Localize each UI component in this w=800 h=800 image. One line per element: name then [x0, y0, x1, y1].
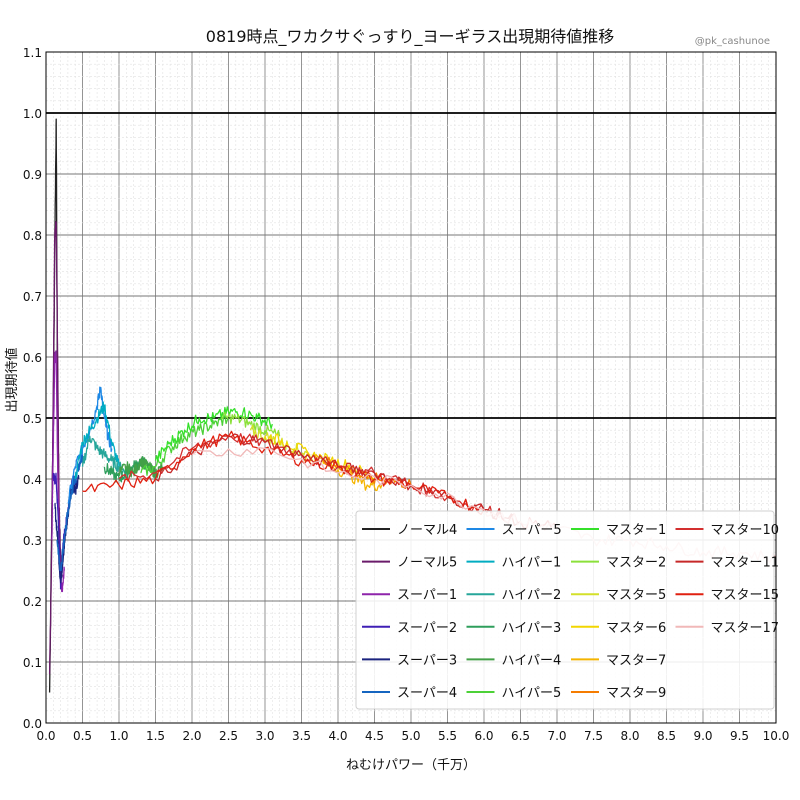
y-tick-label: 0.8: [23, 229, 42, 243]
y-tick-label: 0.9: [23, 168, 42, 182]
legend: ノーマル4 ノーマル5 スーパー1 スーパー2 スーパー3 スーパー4 スーパー5 ハイパー1…: [355, 510, 780, 710]
legend-label: マスター9: [606, 686, 666, 701]
legend-label: マスター15: [711, 588, 780, 603]
legend-label: ノーマル5: [397, 556, 457, 571]
legend-label: スーパー5: [502, 523, 562, 538]
legend-label: ハイパー2: [502, 588, 562, 603]
legend-label: スーパー2: [397, 621, 457, 636]
x-tick-label: 7.5: [584, 729, 603, 743]
y-tick-label: 1.0: [23, 107, 42, 121]
legend-label: スーパー1: [397, 588, 457, 603]
series-line: [56, 450, 84, 572]
legend-label: マスター5: [606, 588, 666, 603]
tick-labels: 0.0 0.5 1.0 1.5 2.0 2.5 3.0 3.5 4.0 4.5 5.0 5.5 6.0 6…: [23, 46, 789, 743]
y-tick-label: 0.3: [23, 534, 42, 548]
x-tick-label: 0.0: [36, 729, 55, 743]
series-line: [220, 411, 281, 437]
x-tick-label: 6.5: [511, 729, 530, 743]
plot-lines: [48, 118, 777, 693]
plot-frame: [45, 51, 777, 724]
x-tick-label: 4.0: [328, 729, 347, 743]
legend-box: [355, 510, 775, 710]
x-tick-label: 7.0: [547, 729, 566, 743]
legend-label: スーパー4: [397, 686, 457, 701]
x-tick-label: 6.0: [474, 729, 493, 743]
legend-label: マスター10: [711, 523, 780, 538]
legend-label: ノーマル4: [397, 523, 457, 538]
legend-label: ハイパー1: [502, 556, 562, 571]
x-tick-label: 3.0: [255, 729, 274, 743]
x-tick-label: 8.0: [620, 729, 639, 743]
legend-label: マスター11: [711, 556, 780, 571]
series-line: [264, 433, 375, 481]
legend-label: マスター6: [606, 621, 666, 636]
legend-label: スーパー3: [397, 653, 457, 668]
x-tick-label: 5.5: [438, 729, 457, 743]
series-line: [74, 401, 120, 480]
y-tick-label: 0.7: [23, 290, 42, 304]
legend-label: マスター1: [606, 523, 666, 538]
x-tick-label: 2.5: [219, 729, 238, 743]
legend-label: ハイパー5: [502, 686, 562, 701]
x-tick-label: 5.0: [401, 729, 420, 743]
x-tick-label: 2.0: [182, 729, 201, 743]
y-tick-label: 0.6: [23, 351, 42, 365]
series-line: [51, 350, 65, 593]
chart-credit: @pk_cashunoe: [695, 36, 770, 47]
series-line: [140, 415, 230, 476]
series-line: [67, 386, 113, 504]
x-tick-label: 1.5: [146, 729, 165, 743]
series-line: [154, 406, 273, 462]
legend-label: マスター17: [711, 621, 780, 636]
legend-label: マスター2: [606, 556, 666, 571]
x-tick-label: 9.0: [693, 729, 712, 743]
legend-label: ハイパー3: [502, 621, 562, 636]
chart-title: 0819時点_ワカクサぐっすり_ヨーギラス出現期待値推移: [206, 27, 614, 47]
x-tick-label: 10.0: [763, 729, 790, 743]
x-axis-label: ねむけパワー（千万）: [346, 758, 476, 773]
x-tick-label: 1.0: [109, 729, 128, 743]
x-tick-label: 3.5: [292, 729, 311, 743]
y-tick-label: 0.1: [23, 656, 42, 670]
y-tick-label: 0.2: [23, 595, 42, 609]
y-axis-label: 出現期待値: [4, 347, 20, 412]
x-tick-label: 8.5: [657, 729, 676, 743]
y-tick-label: 0.0: [23, 717, 42, 731]
y-tick-label: 1.1: [23, 46, 42, 60]
legend-label: マスター7: [606, 653, 666, 668]
x-tick-label: 0.5: [73, 729, 92, 743]
x-tick-label: 9.5: [730, 729, 749, 743]
y-tick-label: 0.4: [23, 473, 42, 487]
y-tick-label: 0.5: [23, 412, 42, 426]
legend-label: ハイパー4: [502, 653, 562, 668]
x-tick-label: 4.5: [365, 729, 384, 743]
